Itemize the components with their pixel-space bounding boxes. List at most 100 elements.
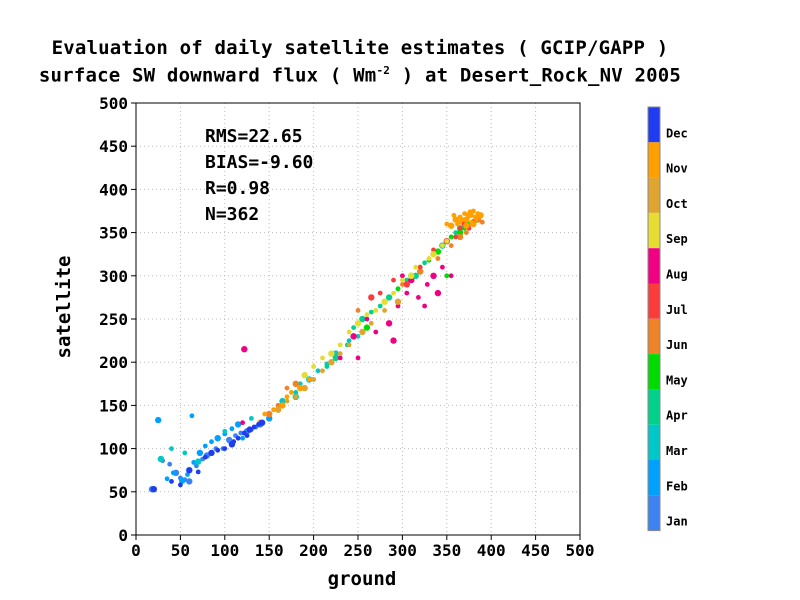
data-point-apr — [422, 260, 427, 266]
data-point-apr — [385, 294, 393, 301]
data-point-may — [363, 324, 371, 331]
data-point-mar — [195, 458, 202, 465]
data-point-nov — [444, 221, 450, 227]
legend-label-jun: Jun — [666, 338, 688, 352]
data-point-mar — [182, 450, 188, 456]
data-point-sep — [400, 277, 405, 283]
data-point-oct — [394, 298, 402, 305]
data-point-nov — [451, 212, 457, 218]
y-tick-label: 450 — [99, 137, 128, 156]
data-point-nov — [284, 394, 290, 400]
data-point-jun — [292, 380, 299, 387]
data-point-mar — [249, 416, 254, 421]
data-point-may — [444, 273, 450, 279]
legend-label-mar: Mar — [666, 444, 688, 458]
x-tick-label: 400 — [477, 541, 506, 560]
data-point-feb — [209, 439, 214, 445]
data-point-dec — [244, 433, 250, 438]
data-point-feb — [266, 415, 273, 422]
data-point-nov — [470, 220, 477, 228]
y-axis-label: satellite — [53, 256, 75, 359]
data-point-mar — [355, 333, 361, 339]
y-tick-label: 50 — [109, 483, 128, 502]
x-tick-label: 100 — [210, 541, 239, 560]
y-tick-label: 350 — [99, 224, 128, 243]
data-point-sep — [301, 372, 308, 379]
data-point-jun — [400, 282, 405, 287]
data-point-apr — [324, 364, 330, 369]
data-point-sep — [354, 320, 362, 327]
legend-swatch-nov — [648, 142, 660, 178]
data-point-feb — [164, 476, 170, 482]
data-point-oct — [301, 384, 308, 392]
data-point-sep — [408, 272, 415, 279]
data-point-sep — [426, 256, 432, 261]
data-point-may — [395, 286, 401, 292]
data-point-sep — [337, 342, 343, 348]
legend-label-jan: Jan — [666, 515, 688, 529]
y-tick-label: 250 — [99, 310, 128, 329]
data-point-nov — [467, 209, 473, 215]
data-point-sep — [364, 312, 370, 318]
data-point-jun — [435, 256, 441, 261]
data-point-oct — [368, 320, 374, 326]
legend-swatch-jun — [648, 318, 660, 355]
data-point-oct — [382, 308, 387, 313]
legend-swatch-feb — [648, 460, 660, 496]
data-point-nov — [473, 216, 479, 222]
x-tick-label: 0 — [131, 541, 141, 560]
data-point-jan — [186, 478, 193, 485]
data-point-dec — [215, 447, 221, 453]
legend-label-aug: Aug — [666, 268, 688, 282]
data-point-jun — [284, 385, 290, 391]
data-point-aug — [422, 303, 427, 309]
x-tick-label: 150 — [255, 541, 284, 560]
data-point-aug — [430, 272, 437, 279]
data-point-dec — [186, 467, 193, 474]
chart-title: Evaluation of daily satellite estimates … — [51, 37, 669, 59]
data-point-sep — [381, 298, 388, 305]
x-tick-label: 450 — [521, 541, 550, 560]
x-tick-label: 300 — [388, 541, 417, 560]
data-point-apr — [351, 325, 356, 330]
data-point-nov — [271, 407, 276, 413]
y-tick-label: 150 — [99, 396, 128, 415]
stats-annotation: R=0.98 — [205, 178, 270, 199]
data-point-jul — [377, 290, 383, 296]
data-point-aug — [434, 289, 442, 297]
data-point-apr — [368, 309, 374, 315]
data-point-jun — [448, 243, 454, 249]
data-point-aug — [240, 420, 246, 426]
data-point-oct — [320, 368, 325, 374]
data-point-jun — [275, 403, 281, 408]
data-point-jun — [456, 233, 464, 241]
data-point-oct — [359, 328, 366, 336]
y-tick-label: 500 — [99, 94, 128, 113]
data-point-jul — [417, 264, 423, 270]
data-point-nov — [289, 390, 294, 395]
y-tick-label: 100 — [99, 440, 128, 459]
legend-label-dec: Dec — [666, 126, 688, 140]
data-point-feb — [202, 443, 208, 449]
legend-swatch-apr — [648, 389, 660, 425]
data-point-jan — [238, 430, 244, 436]
data-point-mar — [169, 446, 174, 451]
data-point-jun — [463, 230, 469, 236]
data-point-oct — [284, 398, 290, 404]
data-point-mar — [297, 381, 303, 387]
legend-label-jul: Jul — [666, 303, 688, 317]
legend-swatch-mar — [648, 424, 660, 460]
data-point-aug — [364, 316, 370, 322]
data-point-mar — [293, 390, 299, 395]
x-tick-label: 350 — [432, 541, 461, 560]
data-point-sep — [430, 251, 437, 258]
y-tick-label: 0 — [118, 526, 128, 545]
data-point-jun — [479, 219, 485, 225]
data-point-jul — [403, 281, 410, 288]
data-point-aug — [350, 333, 357, 340]
legend-swatch-may — [648, 354, 660, 390]
data-point-feb — [170, 470, 176, 476]
data-point-feb — [234, 421, 242, 428]
data-point-aug — [373, 329, 379, 335]
data-point-aug — [355, 355, 361, 361]
